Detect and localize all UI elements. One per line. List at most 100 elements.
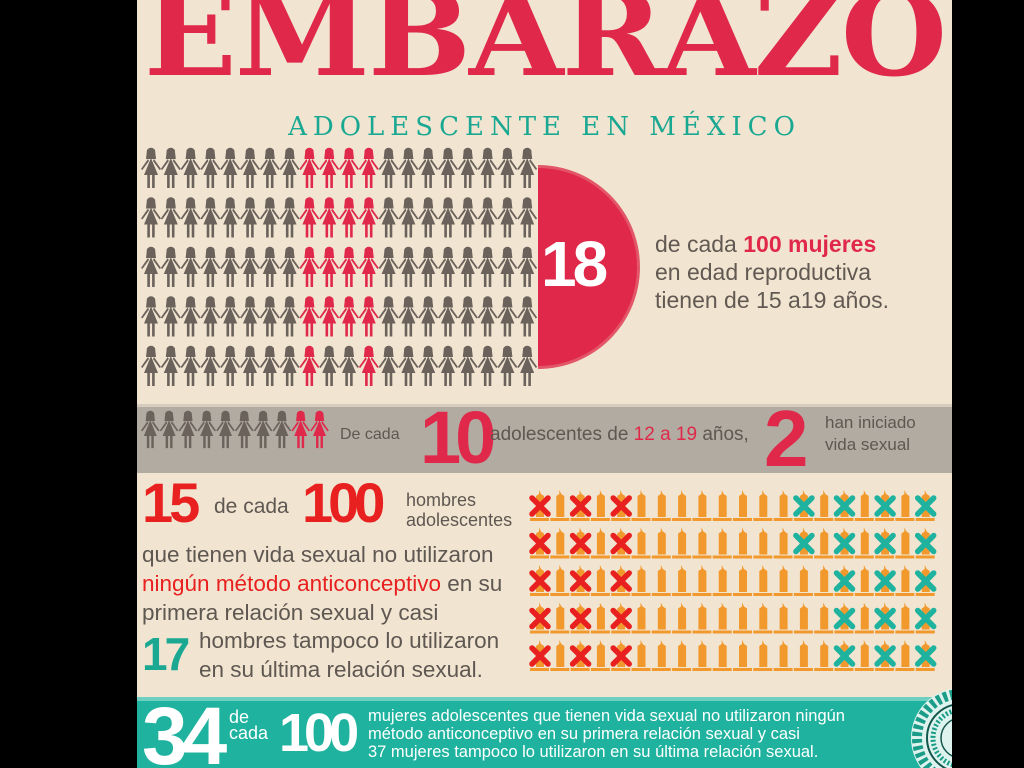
condom-icon <box>712 527 732 559</box>
woman-icon <box>180 345 201 386</box>
woman-icon <box>497 197 518 238</box>
woman-icon <box>259 296 280 337</box>
condom-icon <box>773 527 793 559</box>
woman-icon <box>299 345 320 386</box>
text: en edad reproductiva <box>655 259 872 285</box>
woman-icon <box>259 147 280 188</box>
condom-icon <box>733 640 752 671</box>
condom-icon <box>631 527 651 559</box>
woman-icon <box>141 246 161 287</box>
woman-icon <box>272 410 292 449</box>
teal-x-icon <box>874 570 896 592</box>
condom-pictogram-grid <box>529 490 937 671</box>
teal-x-icon <box>833 532 856 555</box>
de-cada: de cada <box>229 708 268 742</box>
woman-icon <box>319 197 340 238</box>
woman-icon <box>319 147 340 188</box>
woman-icon <box>240 147 260 188</box>
woman-icon <box>457 147 478 188</box>
woman-icon <box>141 197 161 238</box>
teal-x-icon <box>874 495 896 517</box>
condom-icon <box>773 640 793 671</box>
page-subtitle: ADOLESCENTE EN MÉXICO <box>288 112 801 142</box>
teal-x-icon <box>833 570 856 592</box>
woman-icon <box>279 197 300 238</box>
woman-icon <box>457 197 478 238</box>
woman-icon <box>339 296 359 337</box>
gray-band <box>137 404 952 473</box>
woman-icon <box>220 147 241 188</box>
teen-women-paragraph: mujeres adolescentes que tienen vida sex… <box>368 707 845 761</box>
woman-icon <box>398 296 419 337</box>
band-number: 10 <box>420 396 496 479</box>
woman-icon <box>240 197 260 238</box>
woman-icon <box>200 296 221 337</box>
condom-icon <box>733 490 752 521</box>
woman-icon <box>319 296 340 337</box>
condom-icon <box>814 490 834 521</box>
condom-icon <box>753 527 773 559</box>
woman-icon <box>178 410 198 449</box>
condom-icon <box>692 490 712 521</box>
teal-x-icon <box>914 495 937 517</box>
woman-icon <box>358 197 379 238</box>
condom-icon <box>895 490 915 521</box>
seal-logo <box>911 688 952 768</box>
woman-icon <box>339 147 359 188</box>
condom-icon <box>793 602 813 634</box>
woman-icon <box>319 345 340 386</box>
woman-icon <box>378 197 399 238</box>
condom-icon <box>651 527 671 559</box>
condom-icon <box>712 490 732 521</box>
stat-number-100: 100 <box>302 471 385 534</box>
woman-icon <box>200 147 221 188</box>
woman-icon <box>497 147 518 188</box>
woman-icon <box>141 296 161 337</box>
teal-x-icon <box>914 607 937 630</box>
woman-icon <box>200 246 221 287</box>
band-middle: adolescentes de 12 a 19 años, <box>490 424 749 446</box>
woman-icon <box>398 345 419 386</box>
woman-icon <box>291 410 310 449</box>
woman-icon <box>517 296 538 337</box>
condom-icon <box>733 527 752 559</box>
woman-icon <box>299 246 320 287</box>
condom-icon <box>550 640 570 671</box>
condom-icon <box>651 490 671 521</box>
red-x-icon <box>610 607 632 630</box>
woman-icon <box>398 197 419 238</box>
woman-icon <box>220 246 241 287</box>
red-x-icon <box>529 570 551 592</box>
woman-icon <box>319 246 340 287</box>
woman-icon <box>477 296 498 337</box>
woman-icon <box>497 246 518 287</box>
condom-icon <box>895 565 915 596</box>
condom-icon <box>672 565 692 596</box>
woman-icon <box>180 246 201 287</box>
teal-x-icon <box>833 495 856 517</box>
woman-icon <box>240 345 260 386</box>
red-x-icon <box>529 645 551 667</box>
condom-icon <box>712 565 732 596</box>
woman-icon <box>418 345 439 386</box>
woman-icon <box>299 197 320 238</box>
condom-icon <box>550 527 570 559</box>
text: adolescentes de <box>490 424 634 445</box>
condom-icon <box>793 565 813 596</box>
woman-icon <box>141 345 161 386</box>
woman-icon <box>220 296 241 337</box>
woman-icon <box>418 197 439 238</box>
red-x-icon <box>529 495 551 517</box>
woman-icon <box>159 410 179 449</box>
woman-icon <box>358 345 379 386</box>
woman-icon <box>438 197 458 238</box>
woman-icon <box>378 296 399 337</box>
woman-icon <box>438 246 458 287</box>
woman-icon <box>438 296 458 337</box>
woman-icon <box>235 410 254 449</box>
woman-icon <box>438 345 458 386</box>
teal-x-icon <box>914 570 937 592</box>
condom-icon <box>672 640 692 671</box>
condom-icon <box>895 602 915 634</box>
highlight: 100 mujeres <box>743 231 877 257</box>
